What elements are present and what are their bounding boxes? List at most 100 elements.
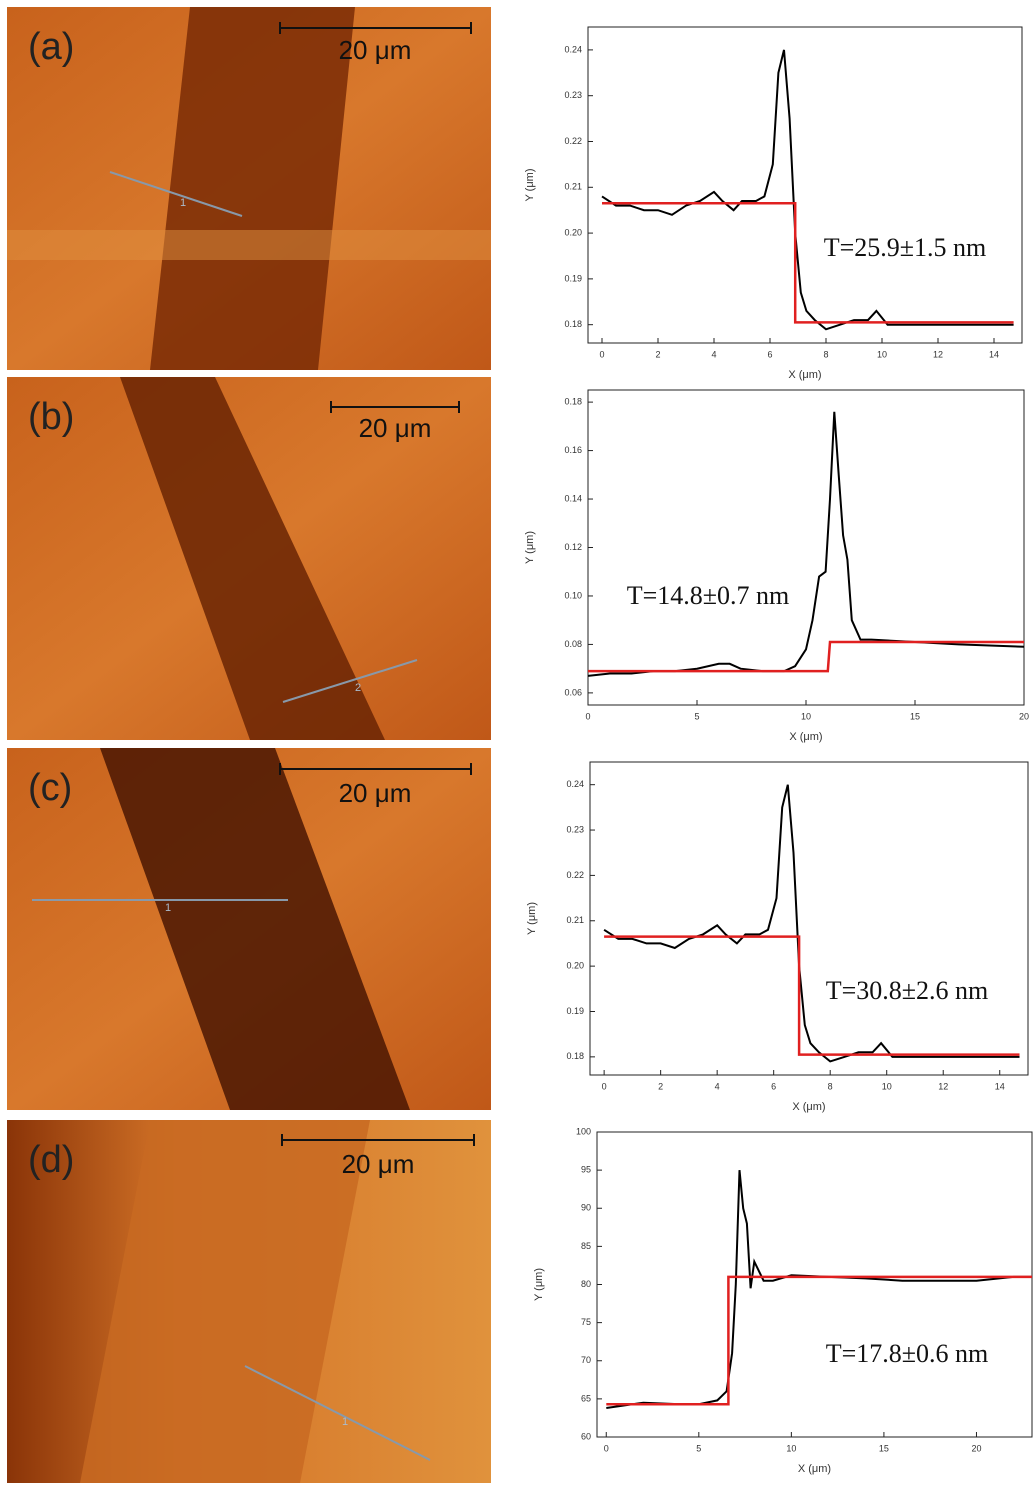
scale-bar-label: 20 μm bbox=[359, 413, 432, 443]
scale-bar-label: 20 μm bbox=[342, 1149, 415, 1179]
panel-label: (a) bbox=[28, 26, 74, 68]
thickness-annotation: T=25.9±1.5 nm bbox=[824, 233, 987, 262]
y-tick-label: 75 bbox=[581, 1317, 591, 1327]
y-tick-label: 0.22 bbox=[564, 136, 582, 146]
panel-label: (d) bbox=[28, 1139, 74, 1181]
y-tick-label: 70 bbox=[581, 1355, 591, 1365]
film-stripe bbox=[120, 377, 385, 740]
y-tick-label: 0.21 bbox=[564, 182, 582, 192]
scan-band bbox=[7, 230, 491, 260]
afm-image: 20 μm (d) 1 bbox=[7, 1120, 491, 1483]
y-tick-label: 60 bbox=[581, 1431, 591, 1441]
y-tick-label: 100 bbox=[576, 1126, 591, 1136]
y-axis-label: Y (μm) bbox=[526, 902, 538, 935]
x-tick-label: 0 bbox=[602, 1081, 607, 1091]
x-tick-label: 5 bbox=[694, 711, 699, 721]
x-tick-label: 0 bbox=[604, 1443, 609, 1453]
y-tick-label: 95 bbox=[581, 1165, 591, 1175]
profile-series bbox=[606, 1170, 1032, 1409]
panel-label: (b) bbox=[28, 396, 74, 438]
y-tick-label: 0.22 bbox=[566, 870, 584, 880]
x-tick-label: 20 bbox=[971, 1443, 981, 1453]
profile-line bbox=[109, 171, 243, 217]
x-tick-label: 14 bbox=[995, 1081, 1005, 1091]
y-tick-label: 90 bbox=[581, 1203, 591, 1213]
y-tick-label: 0.20 bbox=[566, 961, 584, 971]
y-tick-label: 0.08 bbox=[564, 639, 582, 649]
profile-line bbox=[282, 659, 418, 703]
x-tick-label: 10 bbox=[882, 1081, 892, 1091]
y-tick-label: 85 bbox=[581, 1241, 591, 1251]
profile-series bbox=[603, 784, 1020, 1063]
profile-marker: 1 bbox=[180, 197, 186, 209]
x-axis-label: X (μm) bbox=[789, 731, 822, 743]
y-tick-label: 0.18 bbox=[564, 396, 582, 406]
profile-series bbox=[606, 1275, 1032, 1406]
x-tick-label: 14 bbox=[989, 349, 999, 359]
y-tick-label: 0.23 bbox=[564, 90, 582, 100]
x-tick-label: 8 bbox=[828, 1081, 833, 1091]
film-stripe bbox=[150, 7, 355, 370]
x-tick-label: 12 bbox=[933, 349, 943, 359]
x-tick-label: 4 bbox=[715, 1081, 720, 1091]
y-tick-label: 0.19 bbox=[566, 1006, 584, 1016]
y-tick-label: 0.06 bbox=[564, 687, 582, 697]
y-axis-label: Y (μm) bbox=[524, 531, 536, 564]
y-tick-label: 0.12 bbox=[564, 542, 582, 552]
afm-image: 20 μm (b) 2 bbox=[7, 377, 491, 740]
x-tick-label: 0 bbox=[585, 711, 590, 721]
y-tick-label: 0.18 bbox=[564, 319, 582, 329]
y-tick-label: 65 bbox=[581, 1393, 591, 1403]
x-tick-label: 2 bbox=[655, 349, 660, 359]
afm-image: 20 μm (a) 1 bbox=[7, 7, 491, 370]
x-tick-label: 15 bbox=[910, 711, 920, 721]
y-tick-label: 0.14 bbox=[564, 493, 582, 503]
plot-frame bbox=[587, 389, 1025, 706]
x-tick-label: 10 bbox=[877, 349, 887, 359]
y-axis-label: Y (μm) bbox=[524, 168, 536, 201]
y-tick-label: 0.19 bbox=[564, 273, 582, 283]
thickness-annotation: T=17.8±0.6 nm bbox=[826, 1339, 989, 1368]
y-tick-label: 0.24 bbox=[564, 44, 582, 54]
x-tick-label: 15 bbox=[879, 1443, 889, 1453]
x-tick-label: 6 bbox=[767, 349, 772, 359]
x-axis-label: X (μm) bbox=[792, 1101, 825, 1113]
profile-series bbox=[602, 202, 1014, 324]
profile-series bbox=[604, 935, 1020, 1056]
y-tick-label: 0.18 bbox=[566, 1051, 584, 1061]
x-tick-label: 6 bbox=[771, 1081, 776, 1091]
film-stripe bbox=[100, 748, 410, 1110]
profile-marker: 1 bbox=[342, 1416, 348, 1428]
panel-label: (c) bbox=[28, 767, 72, 809]
y-tick-label: 0.21 bbox=[566, 915, 584, 925]
y-axis-label: Y (μm) bbox=[533, 1268, 545, 1301]
y-tick-label: 0.20 bbox=[564, 227, 582, 237]
scale-bar-label: 20 μm bbox=[339, 778, 412, 808]
plot-frame bbox=[587, 26, 1023, 344]
profile-series bbox=[601, 49, 1014, 331]
plot-frame bbox=[596, 1131, 1033, 1438]
afm-image: 20 μm (c) 1 bbox=[7, 748, 491, 1110]
x-tick-label: 2 bbox=[658, 1081, 663, 1091]
x-tick-label: 5 bbox=[696, 1443, 701, 1453]
scale-bar-label: 20 μm bbox=[339, 35, 412, 65]
y-tick-label: 0.23 bbox=[566, 824, 584, 834]
y-tick-label: 80 bbox=[581, 1279, 591, 1289]
x-tick-label: 10 bbox=[801, 711, 811, 721]
x-tick-label: 20 bbox=[1019, 711, 1029, 721]
x-tick-label: 0 bbox=[599, 349, 604, 359]
x-tick-label: 8 bbox=[823, 349, 828, 359]
thickness-annotation: T=30.8±2.6 nm bbox=[826, 976, 989, 1005]
y-tick-label: 0.16 bbox=[564, 445, 582, 455]
profile-marker: 1 bbox=[165, 902, 171, 914]
x-tick-label: 4 bbox=[711, 349, 716, 359]
plot-frame bbox=[589, 761, 1029, 1076]
y-tick-label: 0.10 bbox=[564, 590, 582, 600]
x-tick-label: 10 bbox=[786, 1443, 796, 1453]
x-axis-label: X (μm) bbox=[798, 1463, 831, 1475]
x-tick-label: 12 bbox=[938, 1081, 948, 1091]
thickness-annotation: T=14.8±0.7 nm bbox=[627, 581, 790, 610]
profile-line bbox=[244, 1365, 431, 1461]
profile-series bbox=[588, 640, 1024, 673]
